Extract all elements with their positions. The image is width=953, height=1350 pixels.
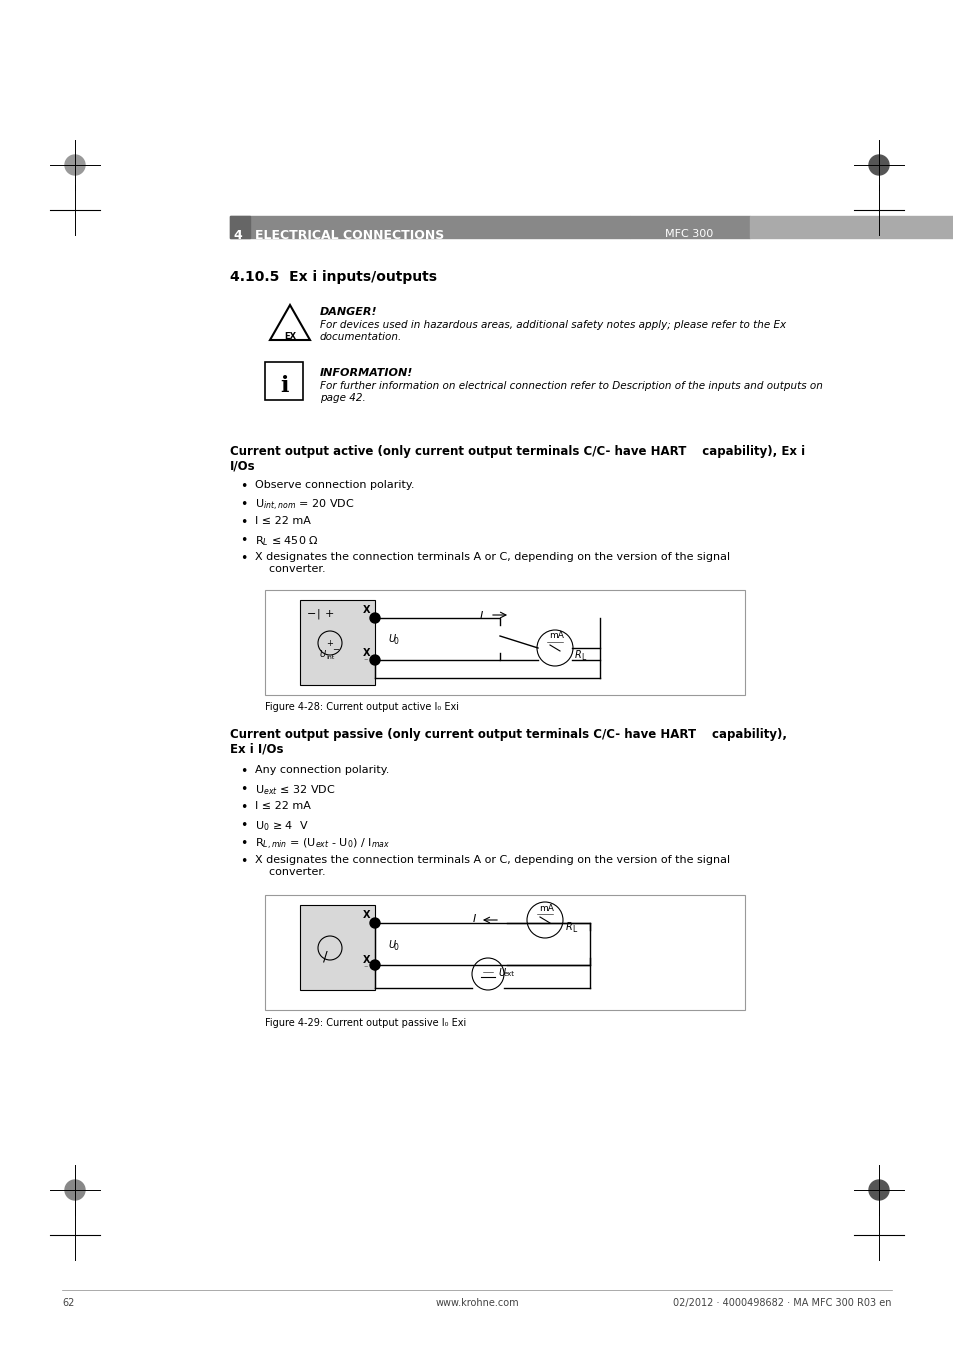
Text: ⁻: ⁻: [363, 963, 367, 972]
Text: R: R: [565, 922, 572, 931]
Text: 0: 0: [394, 944, 398, 952]
Text: X: X: [363, 910, 370, 919]
Text: int: int: [326, 655, 334, 660]
Text: 4.10.5  Ex i inputs/outputs: 4.10.5 Ex i inputs/outputs: [230, 270, 436, 284]
Circle shape: [65, 1180, 85, 1200]
Text: L: L: [580, 653, 584, 662]
Text: •: •: [240, 498, 247, 512]
Text: X: X: [363, 954, 370, 965]
Text: •: •: [240, 837, 247, 850]
Text: R$_{L, min}$ = (U$_{ext}$ - U$_0$) / I$_{max}$: R$_{L, min}$ = (U$_{ext}$ - U$_0$) / I$_…: [254, 837, 390, 852]
Text: 02/2012 · 4000498682 · MA MFC 300 R03 en: 02/2012 · 4000498682 · MA MFC 300 R03 en: [673, 1297, 891, 1308]
Text: Current output active (only current output terminals C/C- have HART  capability): Current output active (only current outp…: [230, 446, 804, 472]
Text: •: •: [240, 516, 247, 529]
Text: L: L: [572, 925, 576, 934]
Text: U$_{int, nom}$ = 20 VDC: U$_{int, nom}$ = 20 VDC: [254, 498, 355, 513]
Text: For devices used in hazardous areas, additional safety notes apply; please refer: For devices used in hazardous areas, add…: [319, 320, 785, 342]
Text: 62: 62: [62, 1297, 74, 1308]
Text: •: •: [240, 783, 247, 796]
Bar: [299, 599, 375, 684]
Text: •: •: [240, 535, 247, 547]
Circle shape: [370, 918, 379, 927]
Text: U$_0$ ≥ 4  V: U$_0$ ≥ 4 V: [254, 819, 308, 833]
Circle shape: [868, 1180, 888, 1200]
Text: I ≤ 22 mA: I ≤ 22 mA: [254, 801, 311, 811]
Text: 4: 4: [233, 230, 241, 242]
Text: Figure 4-28: Current output active I₀ Exi: Figure 4-28: Current output active I₀ Ex…: [265, 702, 458, 711]
Text: Current output passive (only current output terminals C/C- have HART  capability: Current output passive (only current out…: [230, 728, 786, 756]
Circle shape: [868, 155, 888, 176]
Text: −: −: [307, 609, 316, 620]
Text: X: X: [363, 605, 370, 616]
Text: mA: mA: [548, 630, 563, 640]
Bar: [265, 895, 744, 1010]
Text: U$_{ext}$ ≤ 32 VDC: U$_{ext}$ ≤ 32 VDC: [254, 783, 335, 796]
Text: •: •: [240, 765, 247, 778]
Text: DANGER!: DANGER!: [319, 306, 377, 317]
Bar: [265, 362, 303, 400]
Text: •: •: [240, 819, 247, 832]
Text: Any connection polarity.: Any connection polarity.: [254, 765, 389, 775]
Text: MFC 300: MFC 300: [664, 230, 713, 239]
Circle shape: [370, 960, 379, 971]
Text: 0: 0: [394, 637, 398, 647]
Circle shape: [370, 655, 379, 666]
Text: |: |: [316, 609, 320, 620]
Bar: [265, 590, 744, 695]
Bar: [299, 904, 375, 990]
Text: +: +: [325, 609, 334, 620]
Text: Figure 4-29: Current output passive I₀ Exi: Figure 4-29: Current output passive I₀ E…: [265, 1018, 466, 1027]
Circle shape: [65, 155, 85, 176]
Text: −: −: [332, 645, 338, 653]
Text: •: •: [240, 801, 247, 814]
Text: X designates the connection terminals A or C, depending on the version of the si: X designates the connection terminals A …: [254, 552, 729, 574]
Text: +: +: [326, 639, 333, 648]
Text: •: •: [240, 481, 247, 493]
Text: ⁻: ⁻: [363, 656, 367, 666]
Bar: [230, 216, 250, 238]
Text: X: X: [363, 648, 370, 657]
Text: U: U: [388, 634, 395, 644]
Text: /: /: [323, 950, 327, 964]
Text: X designates the connection terminals A or C, depending on the version of the si: X designates the connection terminals A …: [254, 855, 729, 876]
Bar: [749, 216, 953, 238]
Text: For further information on electrical connection refer to Description of the inp: For further information on electrical co…: [319, 381, 822, 402]
Text: •: •: [240, 552, 247, 566]
Bar: [230, 216, 629, 238]
Bar: [629, 216, 749, 238]
Text: mA: mA: [538, 904, 554, 913]
Text: R: R: [575, 649, 581, 660]
Text: R$_L$ ≤ 450 Ω: R$_L$ ≤ 450 Ω: [254, 535, 318, 548]
Text: I: I: [479, 612, 483, 621]
Text: INFORMATION!: INFORMATION!: [319, 369, 413, 378]
Circle shape: [370, 613, 379, 622]
Text: I: I: [473, 914, 476, 923]
Text: U: U: [497, 968, 504, 977]
Text: EX: EX: [284, 332, 295, 342]
Text: U: U: [388, 940, 395, 950]
Text: www.krohne.com: www.krohne.com: [435, 1297, 518, 1308]
Text: U: U: [319, 649, 326, 659]
Text: •: •: [240, 855, 247, 868]
Text: i: i: [280, 375, 288, 397]
Text: I ≤ 22 mA: I ≤ 22 mA: [254, 516, 311, 526]
Text: ELECTRICAL CONNECTIONS: ELECTRICAL CONNECTIONS: [254, 230, 444, 242]
Text: ext: ext: [503, 971, 515, 977]
Text: Observe connection polarity.: Observe connection polarity.: [254, 481, 414, 490]
